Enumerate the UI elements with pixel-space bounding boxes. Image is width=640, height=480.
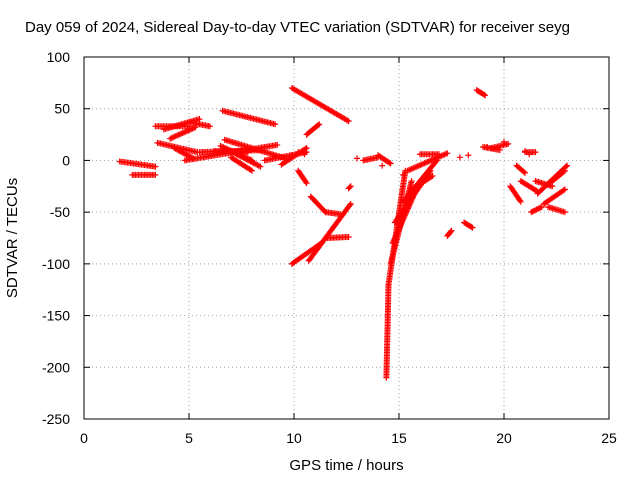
data-point-plus <box>522 169 528 176</box>
data-point-plus <box>529 208 536 215</box>
data-marks <box>116 85 570 381</box>
data-point-plus <box>444 150 451 157</box>
data-point-plus <box>346 202 353 209</box>
y-tick-label: 50 <box>54 101 70 117</box>
x-tick-label: 10 <box>286 430 302 446</box>
data-point-plus <box>561 186 568 193</box>
data-point-plus <box>345 118 352 125</box>
data-point-plus <box>537 204 544 211</box>
data-point-plus <box>302 145 309 152</box>
data-point-plus <box>354 155 360 162</box>
data-point-plus <box>303 180 310 187</box>
data-point-plus <box>532 207 539 214</box>
data-point-plus <box>560 168 567 175</box>
data-point-plus <box>315 122 322 129</box>
y-axis-label: SDTVAR / TECUs <box>4 178 21 298</box>
data-point-plus <box>564 162 570 169</box>
data-point-plus <box>379 162 386 169</box>
data-point-plus <box>249 167 255 174</box>
data-point-plus <box>295 149 302 156</box>
data-point-plus <box>505 140 512 147</box>
data-point-plus <box>302 178 309 185</box>
x-axis-label: GPS time / hours <box>289 457 403 474</box>
data-point-plus <box>408 178 415 185</box>
data-point-plus <box>520 168 527 175</box>
x-tick-label: 20 <box>496 430 512 446</box>
data-point-plus <box>257 163 264 170</box>
data-point-plus <box>482 92 489 99</box>
plot-frame <box>83 56 610 420</box>
data-point-plus <box>456 154 463 161</box>
data-point-plus <box>468 223 475 230</box>
data-point-plus <box>536 205 543 212</box>
y-tick-label: -100 <box>42 256 70 272</box>
y-tick-labels: 100 50 0 -50 -100 -150 -200 -250 <box>42 49 70 427</box>
data-point-plus <box>152 171 159 178</box>
x-tick-label: 0 <box>80 430 88 446</box>
data-point-plus <box>386 159 393 166</box>
data-point-plus <box>244 149 251 156</box>
data-point-plus <box>196 116 203 123</box>
data-point-plus <box>484 143 491 150</box>
data-point-plus <box>207 123 213 130</box>
data-point-plus <box>532 149 539 156</box>
data-point-plus <box>316 121 323 128</box>
y-tick-label: 100 <box>47 49 71 65</box>
data-point-plus <box>469 224 476 231</box>
chart-title: Day 059 of 2024, Sidereal Day-to-day VTE… <box>25 19 570 36</box>
data-point-plus <box>247 166 254 173</box>
data-point-plus <box>560 187 567 194</box>
data-point-plus <box>517 198 524 205</box>
data-point-plus <box>538 203 545 210</box>
data-point-plus <box>435 151 442 158</box>
y-tick-label: 0 <box>62 152 70 168</box>
x-tick-label: 15 <box>391 430 407 446</box>
data-point-plus <box>526 151 533 158</box>
data-point-plus <box>534 205 541 212</box>
y-tick-label: -50 <box>50 204 70 220</box>
data-point-plus <box>272 121 279 128</box>
data-point-plus <box>465 152 472 159</box>
data-point-plus <box>533 206 540 213</box>
y-tick-label: -200 <box>42 359 70 375</box>
data-point-plus <box>561 209 568 216</box>
data-point-plus <box>447 228 454 235</box>
data-point-plus <box>549 183 556 190</box>
data-point-plus <box>347 200 354 207</box>
data-point-plus <box>530 207 537 214</box>
data-point-plus <box>152 163 159 170</box>
data-point-plus <box>501 138 507 145</box>
data-point-plus <box>345 233 352 240</box>
data-point-plus <box>562 163 569 170</box>
data-point-plus <box>387 160 394 167</box>
x-tick-labels: 0 5 10 15 20 25 <box>80 430 617 446</box>
x-tick-label: 25 <box>601 430 617 446</box>
data-point-plus <box>346 184 353 191</box>
x-tick-label: 5 <box>185 430 193 446</box>
data-point-plus <box>347 183 354 190</box>
data-point-plus <box>344 117 351 124</box>
data-point-plus <box>496 147 503 154</box>
data-point-plus <box>522 148 528 155</box>
data-point-plus <box>561 167 568 174</box>
data-point-plus <box>528 209 535 216</box>
data-point-plus <box>429 172 436 179</box>
y-tick-label: -150 <box>42 308 70 324</box>
data-point-plus <box>274 141 281 148</box>
data-point-plus <box>303 145 310 152</box>
data-point-plus <box>428 173 435 180</box>
data-point-plus <box>301 151 308 158</box>
data-point-plus <box>448 227 455 234</box>
data-point-plus <box>400 171 407 178</box>
data-point-plus <box>480 91 487 98</box>
y-tick-label: -250 <box>42 411 70 427</box>
data-point-plus <box>288 152 295 159</box>
data-point-plus <box>516 197 523 204</box>
